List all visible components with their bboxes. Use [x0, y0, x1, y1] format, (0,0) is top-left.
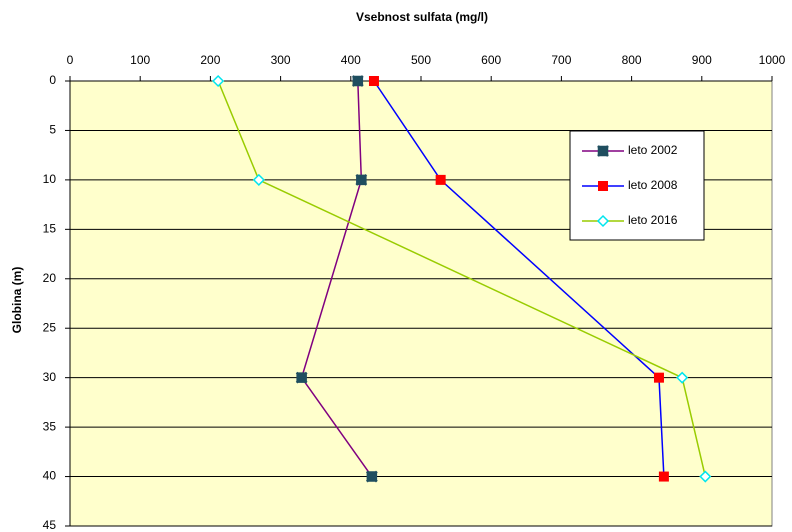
y-tick-label: 40	[43, 469, 57, 483]
marker	[252, 173, 265, 186]
x-tick-label: 0	[67, 53, 74, 67]
marker	[351, 75, 364, 87]
x-tick-label: 800	[622, 53, 642, 67]
x-tick-label: 200	[200, 53, 220, 67]
x-tick-label: 400	[341, 53, 361, 67]
x-tick-label: 500	[411, 53, 431, 67]
legend-label: leto 2002	[628, 143, 678, 157]
marker	[435, 174, 446, 185]
legend-label: leto 2008	[628, 178, 678, 192]
marker	[699, 470, 712, 483]
series-line	[300, 80, 373, 477]
x-tick-label: 900	[692, 53, 712, 67]
x-tick-label: 600	[481, 53, 501, 67]
marker	[212, 74, 225, 88]
y-tick-label: 35	[43, 419, 57, 433]
y-tick-label: 15	[43, 222, 57, 236]
marker	[658, 471, 669, 482]
legend-marker	[596, 214, 610, 228]
y-tick-label: 25	[43, 320, 57, 334]
y-tick-label: 30	[43, 370, 57, 384]
marker	[368, 76, 379, 86]
y-tick-label: 5	[49, 123, 56, 137]
marker	[365, 470, 378, 483]
legend-marker	[597, 145, 609, 157]
marker	[653, 372, 664, 383]
marker	[295, 371, 308, 384]
y-axis-label: Globina (m)	[10, 267, 24, 334]
series-line	[373, 80, 665, 477]
x-tick-label: 700	[551, 53, 571, 67]
series-line	[217, 80, 707, 477]
marker	[355, 174, 368, 186]
x-tick-label: 100	[130, 53, 150, 67]
y-tick-label: 0	[49, 73, 56, 87]
legend-marker	[598, 181, 608, 191]
chart-title: Vsebnost sulfata (mg/l)	[356, 10, 488, 24]
marker	[676, 371, 689, 384]
y-tick-label: 45	[43, 518, 57, 532]
legend-label: leto 2016	[628, 213, 678, 227]
x-tick-label: 300	[271, 53, 291, 67]
x-tick-label: 1000	[759, 53, 786, 67]
y-tick-label: 10	[43, 172, 57, 186]
y-tick-label: 20	[43, 271, 57, 285]
